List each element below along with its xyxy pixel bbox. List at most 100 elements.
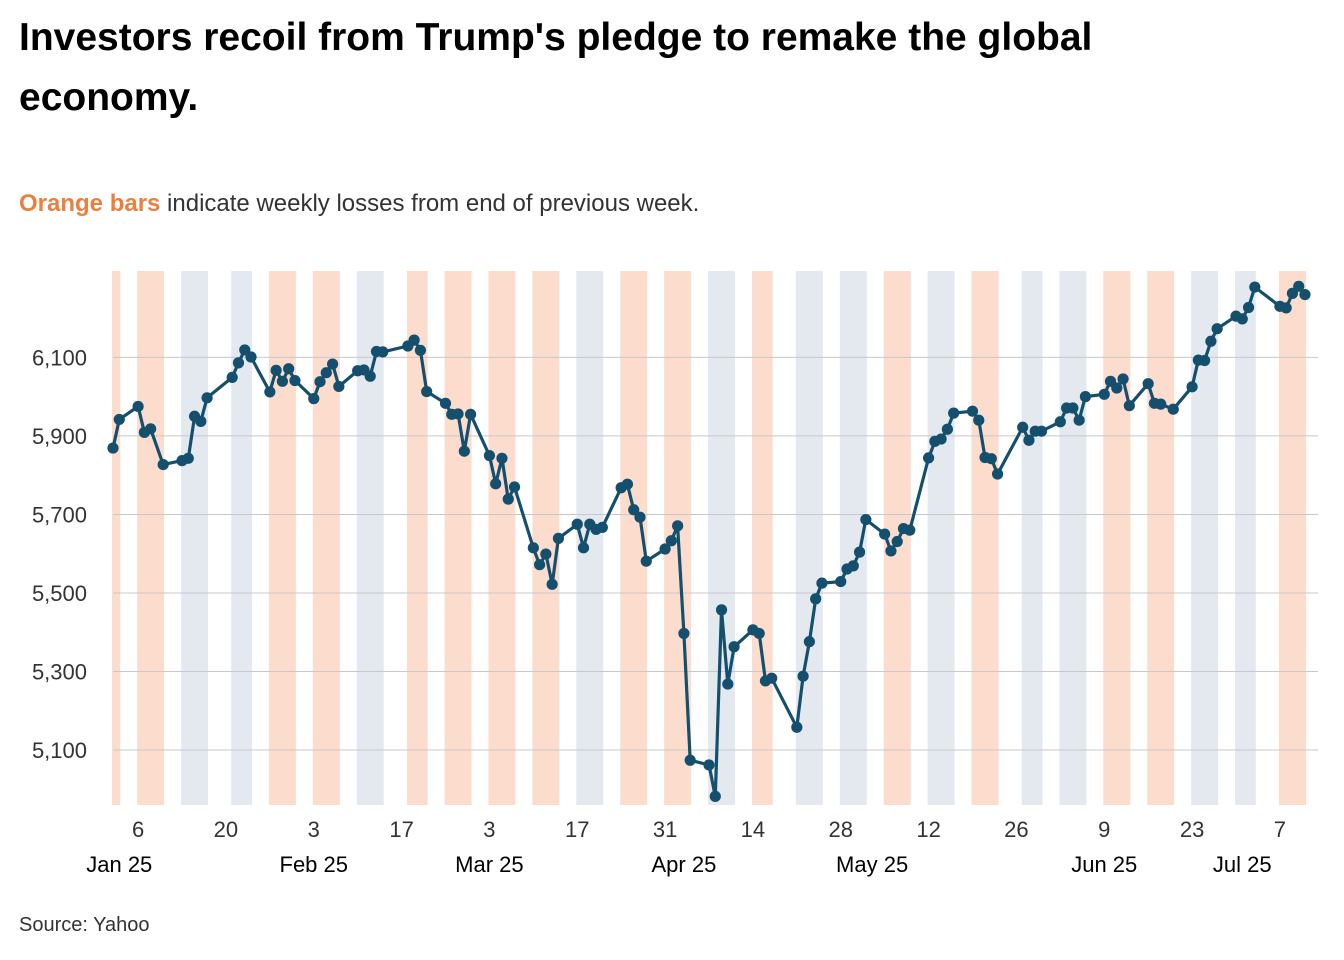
data-point: [452, 408, 464, 420]
gain-week-band: [1235, 271, 1256, 805]
loss-week-band: [268, 271, 296, 805]
data-point: [703, 759, 715, 771]
data-point: [283, 363, 295, 375]
x-tick-label: 3: [308, 817, 320, 842]
data-point: [527, 542, 539, 554]
x-tick-label: 6: [132, 817, 144, 842]
x-tick-label: 28: [829, 817, 853, 842]
data-point: [320, 367, 332, 379]
data-point: [860, 513, 872, 526]
data-point: [973, 414, 985, 426]
loss-week-band: [1278, 271, 1306, 805]
data-point: [546, 578, 558, 590]
data-point: [577, 542, 590, 554]
y-tick-label: 5,300: [32, 660, 87, 685]
data-point: [465, 408, 477, 420]
data-point: [753, 627, 765, 640]
data-point: [922, 452, 935, 464]
data-point: [948, 407, 960, 419]
x-tick-label: 17: [565, 817, 589, 842]
data-point: [1205, 335, 1217, 347]
data-point: [1211, 323, 1223, 335]
data-point: [966, 405, 979, 417]
data-point: [458, 445, 470, 457]
data-point: [408, 334, 420, 346]
data-point: [835, 575, 847, 588]
data-point: [1054, 416, 1066, 428]
data-point: [728, 641, 740, 653]
month-label: Jun 25: [1071, 852, 1137, 877]
data-point: [879, 528, 891, 540]
x-tick-label: 20: [214, 817, 238, 842]
data-point: [289, 374, 301, 387]
month-labels: Jan 25 Feb 25 Mar 25 Apr 25 May 25 Jun 25 Jul …: [86, 852, 1271, 877]
loss-week-band: [112, 271, 121, 805]
x-tick-label: 14: [741, 817, 765, 842]
data-point: [1249, 281, 1261, 293]
x-tick-label: 17: [389, 817, 413, 842]
data-point: [722, 678, 734, 690]
data-point: [853, 546, 866, 558]
chart-subtitle: Orange bars indicate weekly losses from …: [19, 190, 699, 218]
data-point: [935, 433, 947, 445]
data-point: [132, 400, 144, 413]
data-point: [1280, 302, 1292, 314]
x-tick-label: 12: [916, 817, 940, 842]
data-point: [571, 518, 583, 530]
data-point: [904, 524, 916, 536]
loss-week-band: [1103, 271, 1131, 805]
data-point: [797, 670, 809, 682]
data-point: [1167, 403, 1179, 415]
data-point: [276, 375, 288, 387]
data-point: [1111, 382, 1123, 394]
data-point: [326, 358, 339, 370]
data-point: [678, 627, 690, 640]
subtitle-highlight: Orange bars: [19, 190, 161, 217]
data-point: [766, 672, 778, 684]
data-point: [483, 449, 496, 462]
loss-week-band: [971, 271, 999, 805]
data-point: [1123, 400, 1135, 412]
data-point: [640, 555, 652, 567]
data-point: [621, 478, 634, 490]
data-point: [502, 493, 514, 505]
x-tick-label: 7: [1274, 817, 1286, 842]
data-point: [991, 468, 1004, 480]
data-point: [891, 535, 903, 548]
loss-week-band: [1147, 271, 1175, 805]
data-point: [421, 385, 433, 398]
data-point: [1067, 402, 1079, 414]
data-point: [596, 521, 608, 533]
y-axis-labels: 5,100 5,300 5,500 5,700 5,900 6,100: [32, 345, 87, 763]
data-point: [270, 364, 282, 376]
data-point: [816, 577, 828, 589]
data-point: [1186, 381, 1198, 393]
data-point: [107, 442, 119, 454]
data-point: [803, 636, 815, 648]
data-point: [810, 593, 822, 605]
series-line-group: [107, 280, 1311, 802]
y-gridlines: [113, 356, 1318, 751]
data-point: [941, 423, 954, 435]
data-point: [1199, 354, 1211, 367]
gain-week-band: [1059, 271, 1087, 805]
week-bands: [112, 271, 1306, 805]
gain-week-band: [927, 271, 955, 805]
y-tick-label: 5,500: [32, 581, 87, 606]
data-point: [684, 754, 696, 766]
data-point: [985, 453, 997, 465]
x-tick-label: 31: [653, 817, 677, 842]
chart-title: Investors recoil from Trump's pledge to …: [19, 16, 1093, 119]
data-point: [333, 380, 345, 393]
data-point: [534, 559, 546, 571]
gain-week-band: [708, 271, 736, 805]
data-point: [490, 478, 502, 490]
gain-week-band: [1191, 271, 1219, 805]
data-point: [1117, 373, 1129, 385]
data-point: [715, 604, 728, 616]
data-point: [195, 415, 207, 427]
data-point: [1073, 414, 1085, 426]
y-tick-label: 5,100: [32, 738, 87, 763]
data-point: [1242, 301, 1255, 314]
